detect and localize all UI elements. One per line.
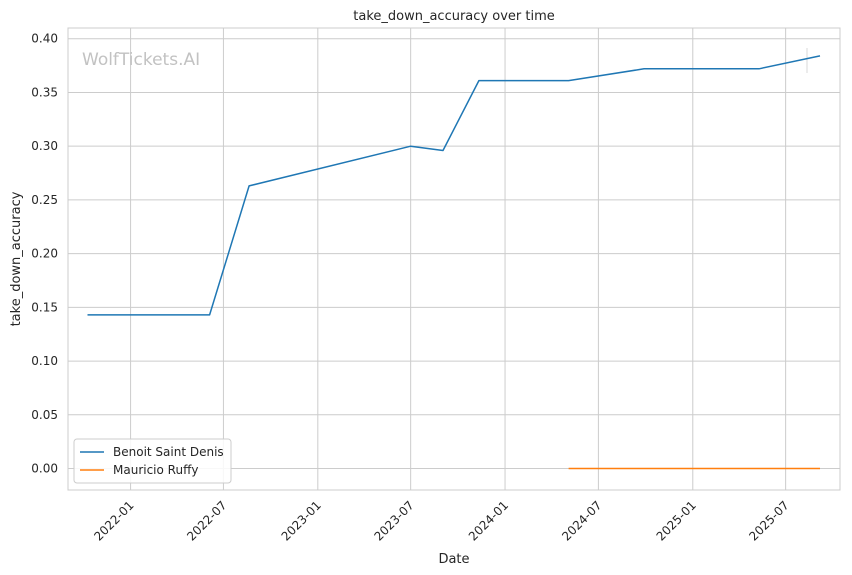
x-axis-label: Date	[438, 552, 469, 567]
series-layer	[87, 55, 821, 470]
y-axis-ticks: 0.00 0.05 0.10 0.15 0.20 0.25 0.30 0.35 0.40	[31, 32, 58, 476]
y-tick-label: 0.05	[31, 408, 58, 422]
legend-box	[73, 438, 232, 484]
y-tick-label: 0.15	[31, 300, 58, 314]
plot-frame	[67, 27, 841, 491]
x-tick-label: 2022-07	[184, 498, 229, 543]
x-axis-ticks: 2022-01 2022-07 2023-01 2023-07 2024-01 2024-…	[91, 498, 791, 543]
x-tick-label: 2025-07	[746, 498, 791, 543]
y-tick-label: 0.25	[31, 193, 58, 207]
y-tick-label: 0.30	[31, 139, 58, 153]
y-tick-label: 0.35	[31, 85, 58, 99]
y-tick-label: 0.20	[31, 247, 58, 261]
legend: Benoit Saint Denis Mauricio Ruffy	[73, 438, 232, 484]
y-tick-label: 0.00	[31, 462, 58, 476]
x-tick-label: 2025-01	[654, 498, 699, 543]
y-tick-label: 0.10	[31, 354, 58, 368]
x-tick-label: 2022-01	[91, 498, 136, 543]
y-tick-label: 0.40	[31, 32, 58, 46]
x-tick-label: 2024-07	[559, 498, 604, 543]
legend-label-mauricio-ruffy: Mauricio Ruffy	[113, 463, 198, 477]
chart-title: take_down_accuracy over time	[353, 9, 554, 24]
plot-area	[68, 28, 840, 490]
x-tick-label: 2023-07	[371, 498, 416, 543]
series-line-benoit-saint-denis	[87, 55, 821, 316]
grid	[68, 28, 840, 490]
x-tick-label: 2024-01	[466, 498, 511, 543]
legend-label-benoit-saint-denis: Benoit Saint Denis	[113, 445, 224, 459]
x-tick-label: 2023-01	[279, 498, 324, 543]
y-axis-label: take_down_accuracy	[9, 191, 24, 326]
watermark-text: WolfTickets.AI	[82, 50, 200, 70]
